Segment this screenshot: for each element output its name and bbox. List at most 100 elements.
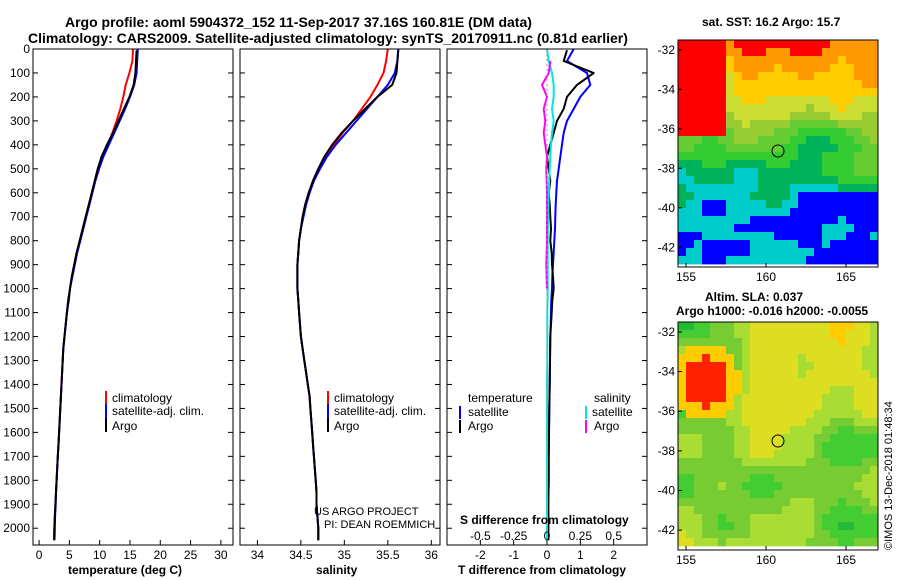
sla-cell bbox=[694, 450, 703, 459]
sst-cell bbox=[846, 128, 855, 137]
sst-cell bbox=[870, 112, 879, 121]
sla-cell bbox=[838, 450, 847, 459]
sla-cell bbox=[830, 514, 839, 523]
sst-cell bbox=[694, 72, 703, 81]
sla-cell bbox=[710, 338, 719, 347]
sla-cell bbox=[718, 426, 727, 435]
sst-cell bbox=[838, 120, 847, 129]
sst-cell bbox=[702, 144, 711, 153]
sla-cell bbox=[822, 426, 831, 435]
sst-cell bbox=[710, 168, 719, 177]
sst-cell bbox=[694, 56, 703, 65]
sla-cell bbox=[798, 426, 807, 435]
sla-cell bbox=[766, 338, 775, 347]
sst-cell bbox=[846, 72, 855, 81]
sst-cell bbox=[766, 112, 775, 121]
sst-cell bbox=[702, 216, 711, 225]
sla-cell bbox=[806, 354, 815, 363]
sla-cell bbox=[766, 410, 775, 419]
sla-cell bbox=[798, 434, 807, 443]
sst-cell bbox=[822, 208, 831, 217]
sst-cell bbox=[726, 136, 735, 145]
sla-cell bbox=[814, 386, 823, 395]
sla-cell bbox=[726, 434, 735, 443]
sla-cell bbox=[734, 378, 743, 387]
sst-cell bbox=[830, 224, 839, 233]
sst-cell bbox=[806, 216, 815, 225]
sst-cell bbox=[742, 88, 751, 97]
sla-cell bbox=[718, 386, 727, 395]
sst-cell bbox=[774, 112, 783, 121]
sst-cell bbox=[742, 96, 751, 105]
sal-x-tick-label: 34 bbox=[251, 548, 265, 562]
sst-cell bbox=[806, 184, 815, 193]
sst-cell bbox=[742, 176, 751, 185]
sst-cell bbox=[822, 56, 831, 65]
sla-cell bbox=[838, 498, 847, 507]
sla-cell bbox=[854, 426, 863, 435]
sla-lat-tick-label: -32 bbox=[658, 325, 676, 339]
sla-cell bbox=[830, 378, 839, 387]
sst-cell bbox=[862, 80, 871, 89]
sst-cell bbox=[726, 216, 735, 225]
sst-cell bbox=[694, 120, 703, 129]
sla-cell bbox=[790, 466, 799, 475]
sla-cell bbox=[798, 498, 807, 507]
sla-cell bbox=[830, 386, 839, 395]
sst-cell bbox=[782, 40, 791, 49]
sla-cell bbox=[718, 322, 727, 331]
sla-cell bbox=[686, 410, 695, 419]
sla-cell bbox=[870, 514, 879, 523]
sst-cell bbox=[710, 248, 719, 257]
sla-cell bbox=[742, 394, 751, 403]
sla-cell bbox=[846, 410, 855, 419]
sla-cell bbox=[870, 354, 879, 363]
sla-cell bbox=[790, 354, 799, 363]
sst-cell bbox=[750, 232, 759, 241]
sst-cell bbox=[830, 144, 839, 153]
sst-cell bbox=[750, 136, 759, 145]
sla-cell bbox=[678, 418, 687, 427]
sst-cell bbox=[798, 96, 807, 105]
sst-cell bbox=[726, 176, 735, 185]
sla-cell bbox=[846, 450, 855, 459]
sst-cell bbox=[822, 184, 831, 193]
sst-cell bbox=[790, 152, 799, 161]
sst-cell bbox=[830, 88, 839, 97]
sst-cell bbox=[790, 200, 799, 209]
sst-cell bbox=[822, 104, 831, 113]
sla-cell bbox=[854, 530, 863, 539]
sst-cell bbox=[710, 80, 719, 89]
sst-cell bbox=[870, 136, 879, 145]
sla-cell bbox=[782, 378, 791, 387]
sst-cell bbox=[726, 160, 735, 169]
sst-cell bbox=[766, 200, 775, 209]
sst-cell bbox=[678, 200, 687, 209]
sla-cell bbox=[798, 482, 807, 491]
sla-cell bbox=[862, 514, 871, 523]
sla-cell bbox=[806, 530, 815, 539]
sst-cell bbox=[758, 64, 767, 73]
sst-cell bbox=[790, 48, 799, 57]
sla-cell bbox=[678, 442, 687, 451]
sst-cell bbox=[854, 232, 863, 241]
sst-cell bbox=[814, 192, 823, 201]
sla-cell bbox=[734, 354, 743, 363]
sst-cell bbox=[678, 56, 687, 65]
sla-cell bbox=[798, 458, 807, 467]
sst-cell bbox=[838, 112, 847, 121]
diff-series-1 bbox=[546, 49, 595, 541]
sst-cell bbox=[846, 56, 855, 65]
sst-cell bbox=[750, 104, 759, 113]
sst-cell bbox=[806, 128, 815, 137]
sla-cell bbox=[686, 458, 695, 467]
difference-panel: -2 -1 0 1 2 -0.5 -0.25 0 0.25 0.5 T difference f… bbox=[446, 48, 648, 577]
sla-cell bbox=[854, 506, 863, 515]
sla-cell bbox=[838, 322, 847, 331]
difference-x-label: T difference from climatology bbox=[458, 563, 626, 577]
depth-tick-label: 700 bbox=[10, 210, 30, 224]
sla-cell bbox=[742, 538, 751, 547]
sst-cell bbox=[822, 88, 831, 97]
sst-cell bbox=[846, 200, 855, 209]
sst-cell bbox=[822, 216, 831, 225]
